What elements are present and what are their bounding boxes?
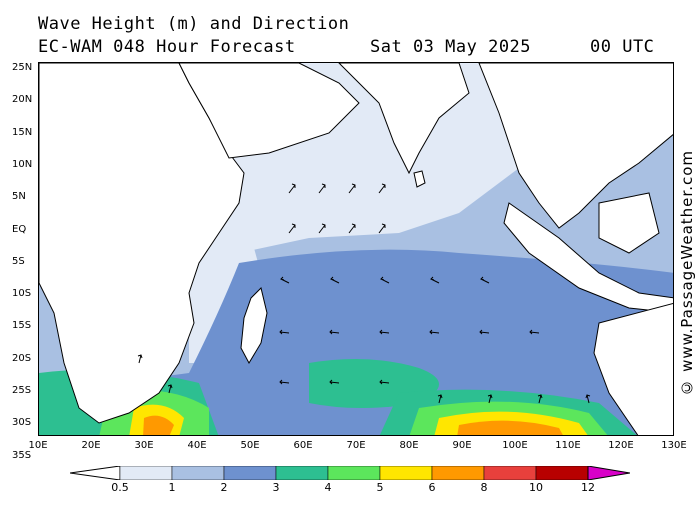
lat-label: 10N [12,158,33,170]
lon-label: 60E [293,440,313,451]
lat-label: 5S [12,255,25,267]
colorbar-segment [327,466,381,480]
credit-text: © www.PassageWeather.com [678,150,696,397]
colorbar-label: 0.5 [111,481,129,494]
colorbar-label: 6 [428,481,436,494]
lat-label: 15S [12,320,32,332]
sea-6-8-southwest [143,415,174,435]
colorbar-segment [483,466,537,480]
colorbar-label: 2 [220,481,228,494]
colorbar-segment [171,466,225,480]
colorbar-segment [275,466,329,480]
lat-label: 30S [12,417,32,429]
forecast-model: EC-WAM 048 Hour Forecast [38,37,296,57]
colorbar-segment [535,466,589,480]
colorbar-segment [119,466,173,480]
lon-label: 70E [346,440,366,451]
colorbar-label: 4 [324,481,332,494]
colorbar-segment [431,466,485,480]
lon-label: 30E [134,440,154,451]
colorbar-label: 10 [529,481,543,494]
forecast-time: 00 UTC [590,37,655,57]
australia-landmass [593,303,673,435]
arabia-landmass [178,63,360,159]
lon-label: 50E [240,440,260,451]
colorbar-label: 1 [168,481,176,494]
lat-label: 35S [12,449,32,461]
indonesia-landmass [503,202,673,314]
lat-label: 25S [12,385,32,396]
lat-label: 5N [12,191,26,203]
wave-map-svg [39,63,673,435]
lon-label: 90E [452,440,472,451]
wave-map [38,62,674,436]
colorbar-label: 3 [272,481,280,494]
lat-label: EQ [12,223,27,235]
lat-label: 10S [12,288,32,300]
srilanka-landmass [413,170,426,188]
colorbar-label: 5 [376,481,384,494]
lon-label: 110E [555,440,581,451]
sea-6-8-south [457,420,563,435]
borneo-landmass [598,192,660,254]
lon-label: 120E [608,440,634,451]
wave-direction-arrows [137,183,591,404]
lon-label: 100E [502,440,528,451]
lat-label: 20N [12,94,33,106]
lon-label: 40E [187,440,207,451]
lon-label: 80E [399,440,419,451]
colorbar [70,466,630,480]
colorbar-label: 8 [480,481,488,494]
india-landmass [338,63,470,175]
madagascar-landmass [240,287,268,365]
lon-label: 130E [661,440,687,451]
chart-title: Wave Height (m) and Direction [38,14,350,34]
southeast-asia-landmass [478,63,673,229]
forecast-date: Sat 03 May 2025 [370,37,532,57]
colorbar-label: 12 [581,481,595,494]
colorbar-low-tail [70,466,121,480]
lat-label: 25N [12,62,33,73]
colorbar-high-tail [587,466,630,480]
colorbar-segment [223,466,277,480]
lat-label: 15N [12,126,33,138]
lon-label: 20E [81,440,101,451]
lon-label: 10E [28,440,48,451]
lat-label: 20S [12,352,32,364]
colorbar-segment [379,466,433,480]
